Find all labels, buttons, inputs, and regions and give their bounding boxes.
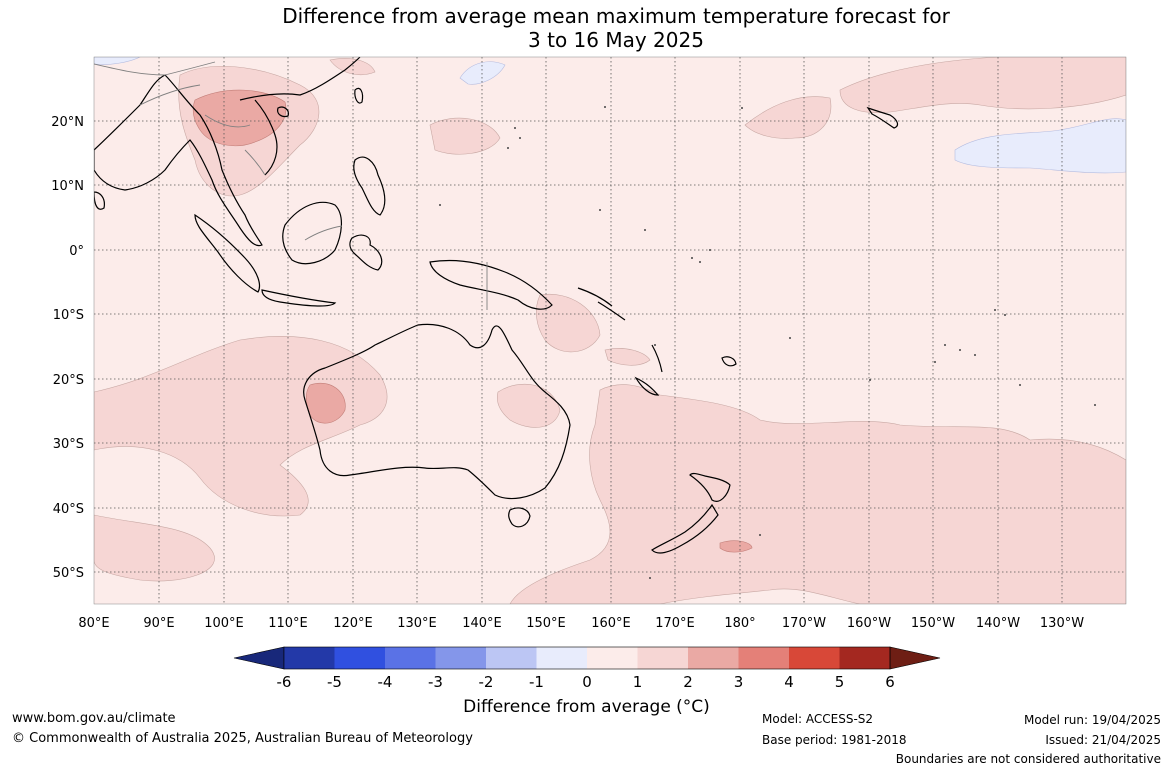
lat-label: 20°N <box>51 115 84 130</box>
colorbar-extend-low <box>233 646 285 670</box>
colorbar-segment <box>284 647 335 669</box>
model-text: Model: ACCESS-S2 <box>762 712 874 726</box>
copyright-text: © Commonwealth of Australia 2025, Austra… <box>12 731 473 746</box>
coastline-fiji <box>721 356 737 367</box>
issued-text: Issued: 21/04/2025 <box>1045 733 1161 747</box>
lon-label: 150°W <box>911 616 955 631</box>
lon-label: 140°E <box>462 616 502 631</box>
colorbar-tick-label: 6 <box>885 673 895 691</box>
lon-label: 170°E <box>655 616 695 631</box>
coastline-vanuatu <box>651 344 663 373</box>
colorbar-tick-label: 0 <box>582 673 592 691</box>
disclaimer-text: Boundaries are not considered authoritat… <box>895 752 1161 766</box>
colorbar-tick-label: 2 <box>683 673 693 691</box>
colorbar-tick-label: 1 <box>633 673 643 691</box>
title-line-2: 3 to 16 May 2025 <box>528 28 704 52</box>
anomaly-region-2-to-3 <box>192 89 753 553</box>
colorbar-tick-label: -1 <box>529 673 544 691</box>
base-period-text: Base period: 1981-2018 <box>762 733 907 747</box>
coastline-taiwan <box>354 87 364 104</box>
lon-label: 180° <box>724 616 755 631</box>
lon-label: 130°W <box>1040 616 1084 631</box>
colorbar-labels: -6 -5 -4 -3 -2 -1 0 1 2 3 4 5 6 <box>277 673 895 691</box>
colorbar-segment <box>789 647 840 669</box>
colorbar-segment <box>839 647 890 669</box>
lon-label: 100°E <box>204 616 244 631</box>
small-islands <box>439 106 1096 579</box>
website-text: www.bom.gov.au/climate <box>12 711 176 726</box>
coastline-hawaii <box>866 106 899 129</box>
title-line-1: Difference from average mean maximum tem… <box>282 4 950 28</box>
graticule <box>94 57 1126 604</box>
colorbar-tick-label: 5 <box>835 673 845 691</box>
coastline-sri-lanka <box>94 191 105 210</box>
lat-label: 0° <box>69 244 84 259</box>
colorbar-title: Difference from average (°C) <box>463 697 710 717</box>
colorbar-segment <box>587 647 638 669</box>
colorbar-segment <box>385 647 436 669</box>
colorbar-extend-high <box>889 646 941 670</box>
coastline-borneo <box>282 201 342 265</box>
lon-label: 90°E <box>143 616 174 631</box>
coastline-australia <box>303 323 571 500</box>
colorbar-segment <box>637 647 688 669</box>
lat-label: 10°S <box>53 308 84 323</box>
coastline-new-zealand-north <box>689 472 731 502</box>
coastline-java <box>261 289 337 307</box>
colorbar-tick-label: 4 <box>784 673 794 691</box>
lon-label: 80°E <box>78 616 109 631</box>
lon-label: 120°E <box>333 616 373 631</box>
lon-label: 130°E <box>397 616 437 631</box>
coastline-sulawesi <box>349 234 383 271</box>
lon-label: 110°E <box>268 616 308 631</box>
colorbar-tick-label: -2 <box>479 673 494 691</box>
colorbar-segment <box>435 647 486 669</box>
coastline-philippines <box>353 156 386 216</box>
longitude-labels: 80°E 90°E 100°E 110°E 120°E 130°E 140°E … <box>78 616 1084 631</box>
map-frame <box>93 56 1127 605</box>
latitude-labels: 20°N 10°N 0° 10°S 20°S 30°S 40°S 50°S <box>51 115 84 581</box>
colorbar-outline <box>283 646 891 670</box>
coastline-tasmania <box>508 507 531 528</box>
lon-label: 140°W <box>976 616 1020 631</box>
colorbar-tick-label: -5 <box>327 673 342 691</box>
colorbar-segment <box>334 647 385 669</box>
coastline-new-zealand-south <box>651 503 719 554</box>
coastline-new-guinea <box>429 259 553 310</box>
lon-label: 160°E <box>591 616 631 631</box>
lat-label: 20°S <box>53 373 84 388</box>
colorbar-tick-label: -3 <box>428 673 443 691</box>
colorbar-segment <box>536 647 587 669</box>
colorbar-segment <box>486 647 537 669</box>
lat-label: 50°S <box>53 566 84 581</box>
colorbar-tick-label: -4 <box>378 673 393 691</box>
model-run-text: Model run: 19/04/2025 <box>1023 713 1161 727</box>
coastline-sumatra <box>194 213 261 293</box>
lat-label: 10°N <box>51 179 84 194</box>
colorbar <box>233 646 941 670</box>
colorbar-tick-label: 3 <box>734 673 744 691</box>
lon-label: 150°E <box>526 616 566 631</box>
colorbar-segment <box>688 647 739 669</box>
coastline-indochina-east <box>239 57 361 176</box>
coastline-new-caledonia <box>634 376 660 396</box>
coastline-hainan <box>277 106 289 118</box>
colorbar-segment <box>738 647 789 669</box>
lon-label: 160°W <box>847 616 891 631</box>
map-title: Difference from average mean maximum tem… <box>0 4 1173 52</box>
country-boundaries <box>94 61 488 310</box>
colorbar-tick-label: -6 <box>277 673 292 691</box>
anomaly-region-minus1-to-0 <box>94 57 1126 174</box>
coastline-solomon-islands <box>577 287 626 321</box>
map-panel <box>94 57 1126 604</box>
lat-label: 40°S <box>53 502 84 517</box>
lon-label: 170°W <box>782 616 826 631</box>
lat-label: 30°S <box>53 437 84 452</box>
